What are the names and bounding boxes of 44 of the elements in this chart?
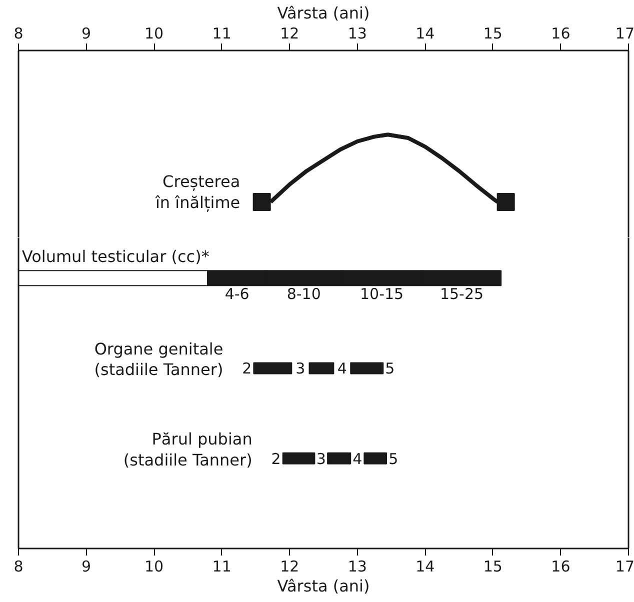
text: Creșterea în înălțime [154,172,240,212]
annotation: 2 [271,450,281,468]
x-tick-label: 17 [615,558,634,576]
data-label: 15-25 [440,285,484,304]
bar [253,362,292,374]
x-axis-title: Vârsta (ani) [277,4,370,22]
x-tick-label: 14 [416,24,435,42]
x-tick-label: 9 [82,558,92,576]
annotation: 4 [352,450,362,468]
x-tick-label: 13 [348,24,367,42]
annotation: 5 [385,360,395,378]
x-tick-label: 16 [551,24,570,42]
x-tick-label: 12 [280,24,300,42]
bar [350,362,384,374]
x-tick-label: 16 [551,558,570,576]
annotation: 3 [296,360,306,378]
annotation: 5 [388,450,398,468]
bar [327,452,352,464]
data-label: 4-6 [224,285,250,304]
x-tick-label: 12 [280,558,300,576]
x-tick-label: 11 [212,24,232,42]
x-tick-label: 14 [416,558,435,576]
x-tick-label: 15 [483,558,502,576]
x-tick-label: 10 [144,558,164,576]
x-tick-label: 13 [348,558,367,576]
x-tick-label: 8 [14,24,24,42]
x-axis-title: Vârsta (ani) [277,576,370,596]
x-tick-label: 15 [483,24,502,42]
x-tick-label: 9 [82,24,92,42]
data-label: 8-10 [286,285,321,304]
x-tick-label: 11 [212,558,232,576]
y-tick-label: Organe genitale (stadiile Tanner) [94,339,224,380]
y-tick-label: Volumul testicular (cc)* [22,247,210,266]
bar [308,362,334,374]
y-tick-label: Părul pubian (stadiile Tanner) [123,429,252,470]
x-tick-label: 8 [14,558,24,576]
bar [282,452,316,464]
x-tick-label: 10 [144,24,164,42]
annotation: 2 [242,360,252,378]
annotation: 4 [337,360,347,378]
bar [364,452,388,464]
x-tick-label: 17 [615,24,634,42]
data-label: 10-15 [360,285,404,304]
annotation: 3 [316,450,326,468]
